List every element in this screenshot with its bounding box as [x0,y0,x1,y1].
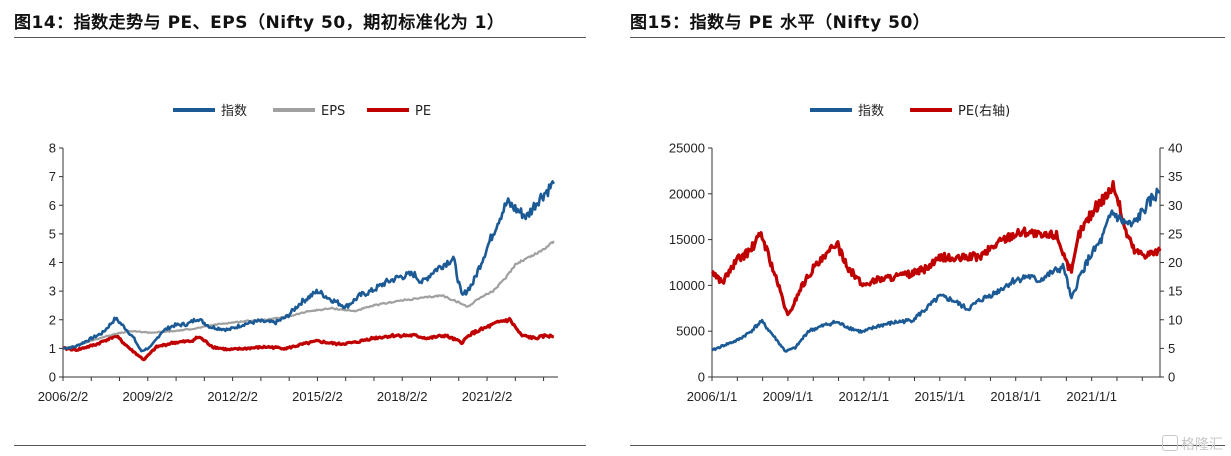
chart-index-pe-level: 0 5000 10000 15000 20000 25000 0 5 10 15 20 25 30 35 4… [669,104,1183,404]
legend-label: PE [415,104,431,119]
legend-item: PE(右轴) [910,104,1010,119]
y2-tick-label: 25 [1168,226,1182,241]
y-tick-label: 5000 [676,324,705,339]
legend-item: 指数 [173,104,247,119]
figure-left: 图14：指数走势与 PE、EPS（Nifty 50，期初标准化为 1） 0 1 2 3… [0,0,600,456]
legend-label: PE(右轴) [958,104,1010,119]
caption-rule [14,37,586,38]
y2-tick-label: 35 [1168,169,1182,184]
series-line-eps [62,240,555,350]
y-tick-label: 0 [698,370,705,385]
y-tick-label: 8 [49,141,56,156]
y2-tick-label: 5 [1168,341,1175,356]
y2-tick-label: 40 [1168,141,1182,156]
y2-tick-label: 0 [1168,370,1175,385]
y-tick-label: 3 [49,284,56,299]
y-tick-label: 0 [49,370,56,385]
x-tick-label: 2006/2/2 [38,389,89,404]
series-line-pe [62,316,555,362]
x-tick-label: 2012/2/2 [207,389,258,404]
y2-tick-label: 30 [1168,198,1182,213]
bottom-rule [14,445,586,446]
y-tick-label: 15000 [669,232,705,247]
y-tick-label: 25000 [669,141,705,156]
x-tick-label: 2021/2/2 [462,389,513,404]
y-tick-label: 7 [49,169,56,184]
legend-item: EPS [273,104,345,119]
y-tick-label: 1 [49,341,56,356]
legend-label: EPS [321,104,345,119]
y-tick-label: 20000 [669,186,705,201]
y-tick-label: 6 [49,198,56,213]
watermark: 格隆汇 [1162,434,1223,454]
y2-tick-label: 15 [1168,284,1182,299]
figure-right: 图15：指数与 PE 水平（Nifty 50） 0 5000 10000 15000 2… [630,0,1231,456]
chart-index-pe-eps: 0 1 2 3 4 5 6 7 8 2006/2/2 2009/2/2 2012/2/2 2015/2/… [38,104,558,404]
legend-item: PE [367,104,431,119]
caption-rule [630,37,1225,38]
x-tick-label: 2018/2/2 [377,389,428,404]
legend-label: 指数 [221,104,247,119]
series-line-index [62,180,555,353]
x-tick-label: 2006/1/1 [687,389,738,404]
x-tick-label: 2009/1/1 [763,389,814,404]
y2-tick-label: 20 [1168,255,1182,270]
y-tick-label: 2 [49,312,56,327]
x-tick-label: 2015/1/1 [914,389,965,404]
series-line-index [711,187,1161,353]
watermark-logo-icon [1162,435,1178,451]
x-tick-label: 2009/2/2 [123,389,174,404]
legend-item: 指数 [810,104,884,119]
figure-caption: 图15：指数与 PE 水平（Nifty 50） [630,13,931,33]
y2-tick-label: 10 [1168,312,1182,327]
y-tick-label: 10000 [669,278,705,293]
x-tick-label: 2021/1/1 [1066,389,1117,404]
legend-label: 指数 [858,104,884,119]
series-line-pe [710,180,1162,317]
x-tick-label: 2018/1/1 [990,389,1041,404]
x-tick-label: 2012/1/1 [839,389,890,404]
y-tick-label: 4 [49,255,56,270]
x-tick-label: 2015/2/2 [292,389,343,404]
bottom-rule [630,445,1225,446]
figure-caption: 图14：指数走势与 PE、EPS（Nifty 50，期初标准化为 1） [14,13,505,33]
y-tick-label: 5 [49,226,56,241]
